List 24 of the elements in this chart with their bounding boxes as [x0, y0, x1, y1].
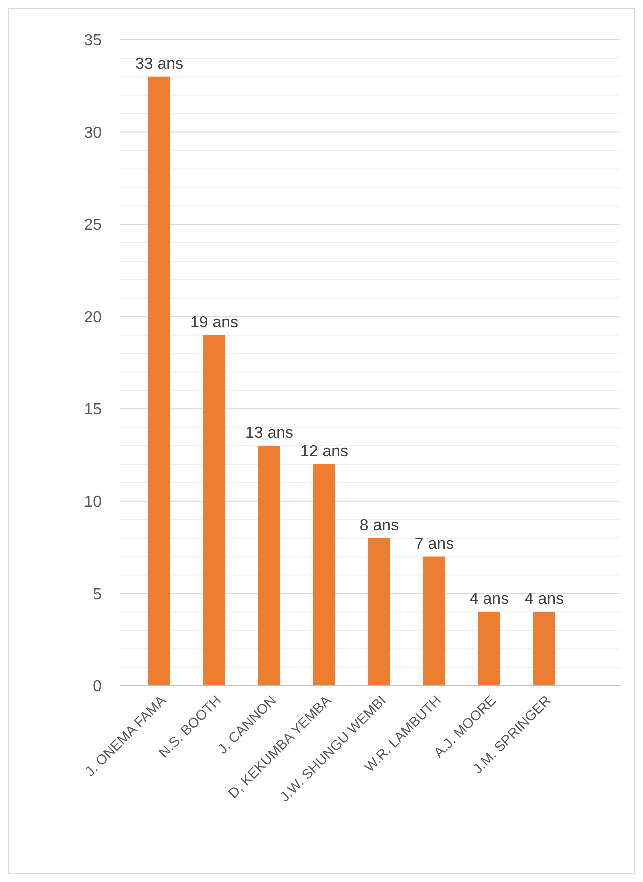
- data-label: 33 ans: [135, 56, 184, 73]
- y-tick-label: 10: [84, 494, 102, 512]
- data-label: 8 ans: [360, 517, 400, 534]
- bar: [368, 538, 390, 686]
- y-tick-label: 20: [84, 309, 102, 326]
- y-tick-label: 30: [84, 124, 102, 142]
- bar: [258, 446, 280, 686]
- data-label: 12 ans: [300, 444, 349, 461]
- data-label: 4 ans: [470, 591, 510, 608]
- bar: [204, 335, 226, 686]
- bar: [534, 612, 556, 686]
- bar: [424, 556, 446, 686]
- data-label: 13 ans: [245, 425, 294, 442]
- y-tick-label: 35: [84, 32, 102, 50]
- bar: [148, 76, 170, 686]
- bar: [314, 464, 336, 686]
- y-tick-label: 0: [93, 678, 102, 696]
- y-tick-label: 5: [93, 586, 102, 604]
- y-tick-label: 25: [84, 217, 102, 234]
- y-tick-label: 15: [84, 402, 102, 419]
- bar: [478, 612, 500, 686]
- data-label: 7 ans: [414, 536, 454, 553]
- data-label: 4 ans: [524, 591, 564, 608]
- data-label: 19 ans: [190, 314, 239, 332]
